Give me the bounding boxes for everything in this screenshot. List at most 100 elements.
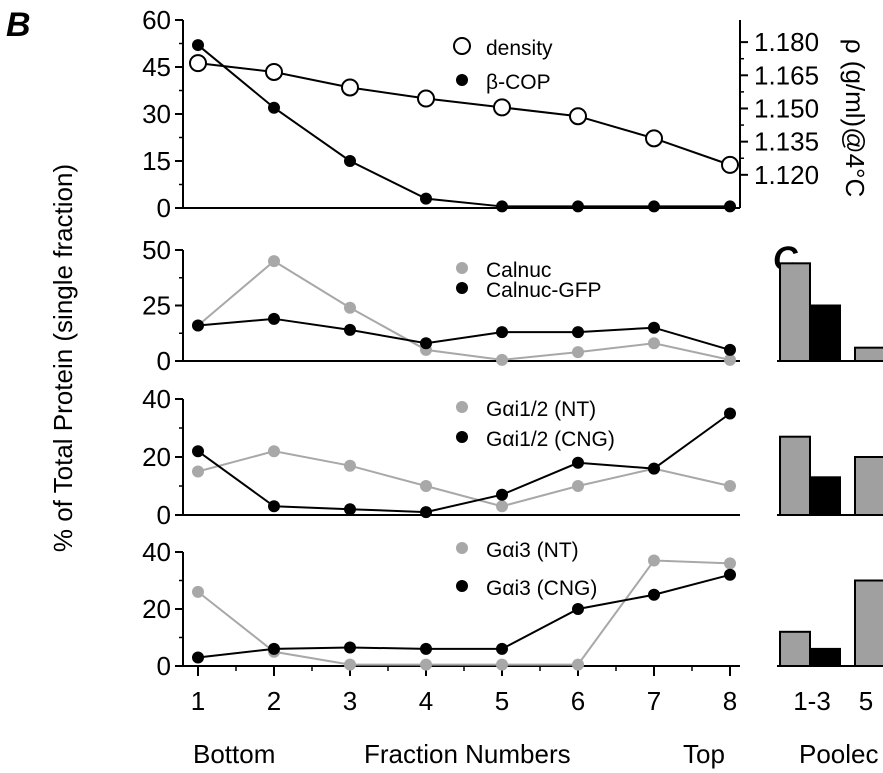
point-4-g-i3-cng-5 [572, 603, 584, 615]
y2-tick-label-0: 1.120 [754, 160, 819, 190]
x-right-label: Top [683, 739, 725, 769]
y2-tick-label-4: 1.180 [754, 27, 819, 57]
legend-label-density: density [486, 37, 553, 60]
x-tick-label-7: 8 [723, 686, 737, 716]
legend-marker-g-i1-2-nt [456, 401, 468, 413]
point-3-g-i1-2-nt-5 [572, 480, 584, 492]
point-3-g-i1-2-nt-0 [192, 465, 204, 478]
point-2-calnuc-gfp-4 [496, 326, 508, 339]
point-3-g-i1-2-nt-3 [420, 480, 432, 492]
x-tick-label-6: 7 [647, 686, 661, 716]
point-4-g-i3-nt-4 [496, 658, 508, 671]
point-2-calnuc-1 [268, 255, 280, 268]
point-1-cop-4 [496, 200, 508, 213]
legend-marker-density [453, 37, 471, 55]
point-4-g-i3-cng-6 [648, 588, 660, 601]
legend-marker-calnuc [456, 262, 468, 274]
point-3-g-i1-2-cng-1 [268, 500, 280, 513]
point-1-density-4 [493, 98, 511, 117]
point-2-calnuc-6 [648, 337, 660, 350]
point-2-calnuc-4 [496, 353, 508, 366]
series-line-4-g-i3-cng [197, 573, 731, 659]
point-4-g-i3-cng-0 [192, 651, 204, 664]
point-3-g-i1-2-cng-3 [420, 506, 432, 519]
x-left-label: Bottom [193, 739, 275, 769]
y-tick-label-2-0: 0 [157, 346, 171, 376]
y2-tick-label-1: 1.135 [754, 127, 819, 157]
legend-marker-g-i3-cng [456, 580, 468, 592]
series-line-1-density [197, 62, 731, 166]
c-bar-gray-2-1 [854, 456, 883, 516]
point-3-g-i1-2-cng-7 [724, 407, 736, 420]
legend-label-g-i1-2-cng: Gαi1/2 (CNG) [486, 428, 615, 451]
c-bar-black-2-0 [809, 476, 841, 516]
point-1-cop-2 [344, 155, 356, 167]
panel-b-letter: B [6, 6, 31, 44]
point-1-density-7 [721, 155, 739, 174]
point-2-calnuc-2 [344, 301, 356, 314]
y-tick-label-2-2: 50 [142, 235, 171, 265]
y-tick-label-1-1: 15 [142, 146, 171, 176]
point-2-calnuc-5 [572, 346, 584, 359]
y-tick-label-3-2: 40 [142, 384, 171, 414]
y-tick-label-1-3: 45 [142, 52, 171, 82]
series-line-3-g-i1-2-nt [197, 450, 731, 508]
c-category-label-0: 1-3 [793, 686, 831, 716]
point-1-cop-7 [724, 200, 736, 213]
y-tick-label-4-0: 0 [157, 651, 171, 681]
series-line-2-calnuc-gfp [197, 317, 731, 351]
point-2-calnuc-gfp-1 [268, 312, 280, 325]
series-line-1-cop [197, 44, 730, 208]
y-tick-label-1-4: 60 [142, 5, 171, 35]
x-tick-label-4: 5 [495, 686, 509, 716]
point-1-cop-5 [572, 200, 584, 213]
point-4-g-i3-cng-7 [724, 568, 736, 581]
point-4-g-i3-nt-7 [724, 557, 736, 570]
point-1-density-3 [417, 89, 435, 108]
legend-marker-g-i1-2-cng [456, 431, 468, 443]
point-1-cop-3 [420, 192, 432, 205]
y-tick-label-4-2: 40 [142, 537, 171, 567]
point-4-g-i3-cng-2 [344, 641, 356, 654]
x-tick-label-0: 1 [191, 686, 205, 716]
point-3-g-i1-2-nt-2 [344, 459, 356, 472]
point-2-calnuc-gfp-6 [648, 321, 660, 334]
legend-label-g-i1-2-nt: Gαi1/2 (NT) [486, 398, 596, 421]
point-1-cop-6 [648, 200, 660, 213]
c-bar-gray-1-1 [854, 346, 883, 362]
point-3-g-i1-2-cng-6 [648, 462, 660, 475]
point-1-density-5 [569, 107, 587, 126]
y-tick-label-1-2: 30 [142, 99, 171, 129]
point-2-calnuc-gfp-5 [572, 326, 584, 339]
legend-label-cop: β-COP [486, 71, 551, 94]
legend-label-g-i3-cng: Gαi3 (CNG) [486, 577, 597, 600]
legend-marker-g-i3-nt [456, 542, 468, 554]
pooled-label: Poolec [799, 739, 879, 769]
x-tick-label-2: 3 [343, 686, 357, 716]
c-bar-gray-1-0 [779, 262, 811, 363]
legend-label-calnuc: Calnuc [486, 259, 551, 282]
point-4-g-i3-nt-0 [192, 585, 204, 598]
x-tick-label-3: 4 [419, 686, 433, 716]
point-1-cop-0 [192, 39, 204, 52]
series-line-3-g-i1-2-cng [197, 412, 731, 514]
point-4-g-i3-cng-1 [268, 642, 280, 655]
plots-layer: 0153045601.1201.1351.1501.1651.180densit… [142, 5, 883, 716]
legend-label-g-i3-nt: Gαi3 (NT) [486, 539, 579, 562]
x-axis-title: Fraction Numbers [364, 739, 571, 769]
y-tick-label-1-0: 0 [157, 193, 171, 223]
legend-marker-calnuc-gfp [456, 282, 468, 294]
c-bar-gray-3-1 [854, 579, 883, 667]
y2-tick-label-3: 1.165 [754, 60, 819, 90]
point-2-calnuc-7 [724, 353, 736, 366]
point-1-density-6 [645, 129, 663, 148]
point-4-g-i3-cng-3 [420, 642, 432, 655]
y2-tick-label-2: 1.150 [754, 93, 819, 123]
point-3-g-i1-2-nt-7 [724, 480, 736, 492]
y-axis-title: % of Total Protein (single fraction) [48, 164, 78, 552]
point-3-g-i1-2-nt-1 [268, 445, 280, 458]
point-4-g-i3-nt-3 [420, 658, 432, 671]
y-tick-label-3-0: 0 [157, 500, 171, 530]
c-bar-black-3-0 [809, 647, 841, 668]
